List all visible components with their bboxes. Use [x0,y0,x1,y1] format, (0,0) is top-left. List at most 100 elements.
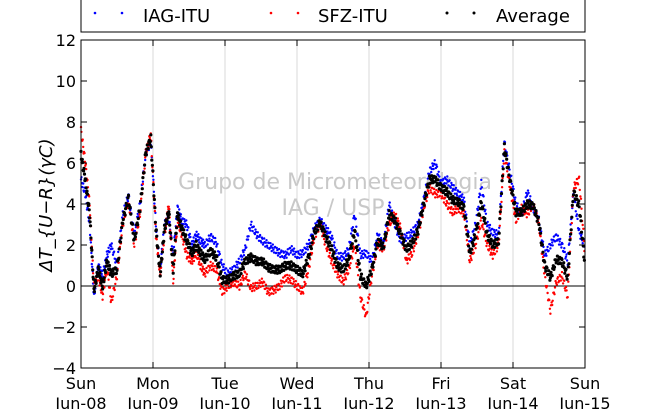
point-iag-itu [162,233,165,236]
legend: IAG-ITU SFZ-ITU Average [80,0,586,33]
point-sfz-itu [336,273,340,276]
point-sfz-itu [88,195,91,198]
point-iag-itu [460,195,463,199]
point-iag-itu [284,253,288,256]
point-average [343,267,347,271]
point-average [560,257,564,262]
point-sfz-itu [362,304,365,307]
point-average [485,229,489,233]
point-sfz-itu [108,286,112,289]
point-iag-itu [184,225,187,229]
point-average [154,228,158,232]
point-iag-itu [510,182,513,185]
point-average [522,209,527,213]
legend-marker-sfz-itu [269,11,273,15]
point-iag-itu [314,222,317,225]
point-average [178,219,183,223]
point-average [429,181,433,185]
point-sfz-itu [488,244,491,248]
point-average [384,231,388,235]
point-iag-itu [261,237,264,240]
point-average [421,209,425,213]
point-sfz-itu [310,251,314,255]
point-average [507,173,511,177]
series-average [79,133,587,294]
point-sfz-itu [97,279,101,282]
point-sfz-itu [150,155,153,158]
point-sfz-itu [220,285,223,289]
point-average [100,284,104,288]
y-tick-label: 12 [56,31,76,50]
point-average [155,234,159,238]
point-average [304,258,308,262]
point-sfz-itu [436,196,439,199]
point-sfz-itu [253,284,257,287]
point-sfz-itu [575,177,579,181]
point-iag-itu [252,225,255,228]
point-sfz-itu [570,221,573,225]
point-average [576,201,580,205]
point-iag-itu [484,208,487,211]
point-iag-itu [347,252,350,255]
point-iag-itu [214,236,217,240]
point-iag-itu [332,244,336,247]
legend-marker-sfz-itu [296,11,300,15]
point-sfz-itu [203,272,206,275]
point-average [126,193,131,197]
point-sfz-itu [398,225,401,228]
point-sfz-itu [188,256,191,259]
point-sfz-itu [257,284,261,287]
point-average [310,241,314,245]
point-sfz-itu [553,286,557,289]
point-average [352,235,356,239]
point-average [94,281,98,285]
point-sfz-itu [498,224,501,227]
point-iag-itu [488,226,491,229]
point-average [319,220,323,224]
point-average [359,275,363,279]
point-sfz-itu [329,262,333,265]
point-iag-itu [453,192,456,195]
point-sfz-itu [138,213,141,216]
point-sfz-itu [280,282,283,285]
point-average [159,270,163,274]
point-sfz-itu [506,170,509,173]
point-iag-itu [337,252,341,255]
point-sfz-itu [370,282,373,285]
point-sfz-itu [340,281,344,284]
point-iag-itu [90,251,93,255]
point-average [416,225,421,229]
point-average [101,287,105,291]
point-average [369,272,373,276]
point-iag-itu [219,261,223,264]
point-average [160,257,164,261]
point-average [117,256,121,261]
point-average [355,248,360,252]
point-average [102,280,106,284]
point-sfz-itu [409,250,413,254]
point-average [381,241,385,245]
point-iag-itu [282,251,285,254]
legend-item-sfz-itu: SFZ-ITU [269,6,388,27]
point-iag-itu [207,234,211,237]
x-tick-label-day: Sun [570,374,600,393]
point-average [110,272,114,276]
point-sfz-itu [219,287,222,290]
point-iag-itu [403,233,406,236]
point-iag-itu [285,256,288,259]
legend-item-average: Average [445,6,570,27]
point-sfz-itu [282,276,285,279]
point-iag-itu [546,245,549,249]
point-average [152,197,156,202]
point-iag-itu [499,203,502,206]
point-average [133,235,137,239]
point-average [407,248,411,252]
point-iag-itu [529,195,532,198]
point-average [362,277,366,281]
series-layer [79,125,587,318]
point-average [563,271,567,275]
point-iag-itu [408,231,411,234]
point-average [479,201,483,205]
point-sfz-itu [392,211,395,214]
